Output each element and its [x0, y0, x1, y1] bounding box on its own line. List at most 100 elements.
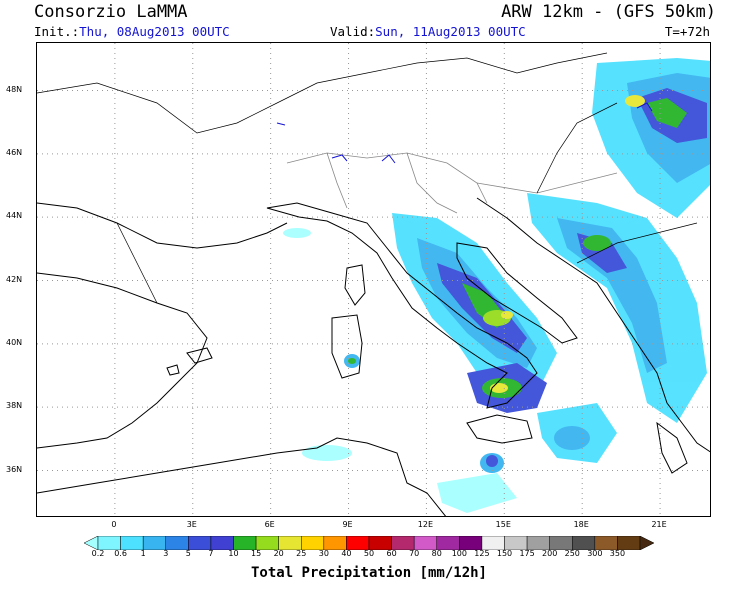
sardinia-coastline [331, 314, 363, 379]
precip-area-ligurian [283, 228, 311, 238]
national-borders [37, 52, 698, 304]
colorbar-swatch [391, 536, 415, 550]
alps-border [286, 152, 488, 204]
colorbar-swatch [233, 536, 257, 550]
colorbar-swatch [165, 536, 189, 550]
lon-label: 3E [186, 520, 197, 529]
serbia-border [576, 222, 698, 264]
colorbar-title: Total Precipitation [mm/12h] [250, 565, 487, 581]
colorbar-swatch [549, 536, 573, 550]
init-label: Init.: [34, 24, 80, 39]
colorbar-tick-label: 125 [474, 549, 490, 558]
lead-time: T=+72h [664, 24, 710, 39]
colorbar-tick-label: 5 [185, 549, 191, 558]
colorbar-tick-label: 300 [587, 549, 603, 558]
colorbar-tick-label: 10 [228, 549, 239, 558]
precip-cell-balkans [583, 235, 611, 251]
precip-area-balkans-mod [557, 218, 667, 373]
lon-label: 12E [417, 520, 434, 529]
colorbar-swatch [504, 536, 528, 550]
colorbar-tick-label: 60 [386, 549, 397, 558]
colorbar-tick-label: 100 [451, 549, 467, 558]
colorbar-swatch [617, 536, 641, 550]
lon-label: 0 [111, 520, 117, 529]
precip-cell-northeast [625, 95, 645, 107]
lat-label: 40N [6, 337, 23, 347]
lon-label: 6E [264, 520, 275, 529]
colorbar-tick-label: 175 [519, 549, 535, 558]
colorbar-swatch [301, 536, 325, 550]
balearic-coastline [166, 347, 213, 376]
east-border [536, 102, 618, 194]
lon-label: 21E [651, 520, 667, 529]
lakes [276, 102, 653, 164]
precip-fields [283, 58, 710, 513]
colorbar-tick-label: 70 [409, 549, 420, 558]
colorbar-arrow-low [84, 536, 99, 550]
greece-coastline [656, 421, 688, 474]
italy-coastline [266, 202, 538, 409]
colorbar-tick-label: 25 [296, 549, 307, 558]
colorbar-tick-label: 40 [341, 549, 352, 558]
pyrenees-border [116, 222, 158, 304]
precip-cell-sicily-south [486, 455, 498, 467]
italy-austria-border [406, 152, 458, 214]
north-border [37, 52, 608, 134]
central-europe-border [476, 172, 618, 194]
colorbar-tick-label: 0.6 [114, 549, 127, 558]
colorbar-swatch [346, 536, 370, 550]
balkan-coastline [476, 197, 710, 453]
colorbar-swatch [481, 536, 505, 550]
colorbar-tick-label: 250 [564, 549, 580, 558]
precip-area-south [437, 473, 517, 513]
colorbar-swatch [97, 536, 121, 550]
colorbar-swatch [594, 536, 618, 550]
init-time: Init.:Thu, 08Aug2013 00UTC [34, 24, 230, 39]
adriatic-coastline [456, 242, 578, 344]
valid-label: Valid: [330, 24, 376, 39]
lat-label: 36N [6, 464, 23, 474]
lat-label: 44N [6, 211, 23, 221]
country-borders [286, 152, 618, 214]
valid-time: Valid:Sun, 11Aug2013 00UTC [330, 24, 526, 39]
lat-label: 46N [6, 147, 23, 157]
france-spain-coastline [37, 202, 288, 449]
lake-como [381, 154, 396, 164]
precipitation-map [36, 42, 711, 517]
colorbar-tick-label: 350 [609, 549, 626, 558]
north-africa-coastline [37, 437, 447, 516]
map-canvas [37, 43, 710, 516]
lat-label: 42N [6, 274, 23, 284]
colorbar-tick-label: 0.2 [91, 549, 105, 558]
colorbar-swatch [323, 536, 347, 550]
colorbar-swatch [459, 536, 483, 550]
colorbar-swatch [526, 536, 550, 550]
colorbar-tick-label: 1 [140, 549, 146, 558]
lake-geneva [331, 154, 348, 162]
corsica-coastline [344, 264, 366, 306]
colorbar-swatch [210, 536, 234, 550]
brand-title: Consorzio LaMMA [34, 2, 188, 22]
colorbar-tick-label: 30 [318, 549, 329, 558]
lat-label: 38N [6, 401, 23, 411]
colorbar-arrow-high [639, 536, 654, 550]
precip-area-tunisia [302, 445, 352, 461]
lake-balaton [636, 102, 653, 112]
colorbar-swatch [188, 536, 212, 550]
colorbar-tick-label: 20 [273, 549, 284, 558]
colorbar-tick-label: 50 [363, 549, 375, 558]
precipitation-colorbar [84, 536, 654, 550]
colorbar-tick-label: 7 [208, 549, 214, 558]
init-value: Thu, 08Aug2013 00UTC [79, 24, 230, 39]
sicily-coastline [466, 414, 533, 444]
precip-cell-italy-peak [501, 311, 513, 319]
lon-label: 9E [342, 520, 353, 529]
precip-cell-ionian [554, 426, 590, 450]
colorbar-swatch [278, 536, 302, 550]
colorbar-tick-label: 150 [496, 549, 513, 558]
colorbar-tick-label: 200 [542, 549, 558, 558]
colorbar-swatch [572, 536, 596, 550]
colorbar-tick-label: 15 [250, 549, 262, 558]
colorbar-swatch [436, 536, 460, 550]
valid-value: Sun, 11Aug2013 00UTC [375, 24, 526, 39]
